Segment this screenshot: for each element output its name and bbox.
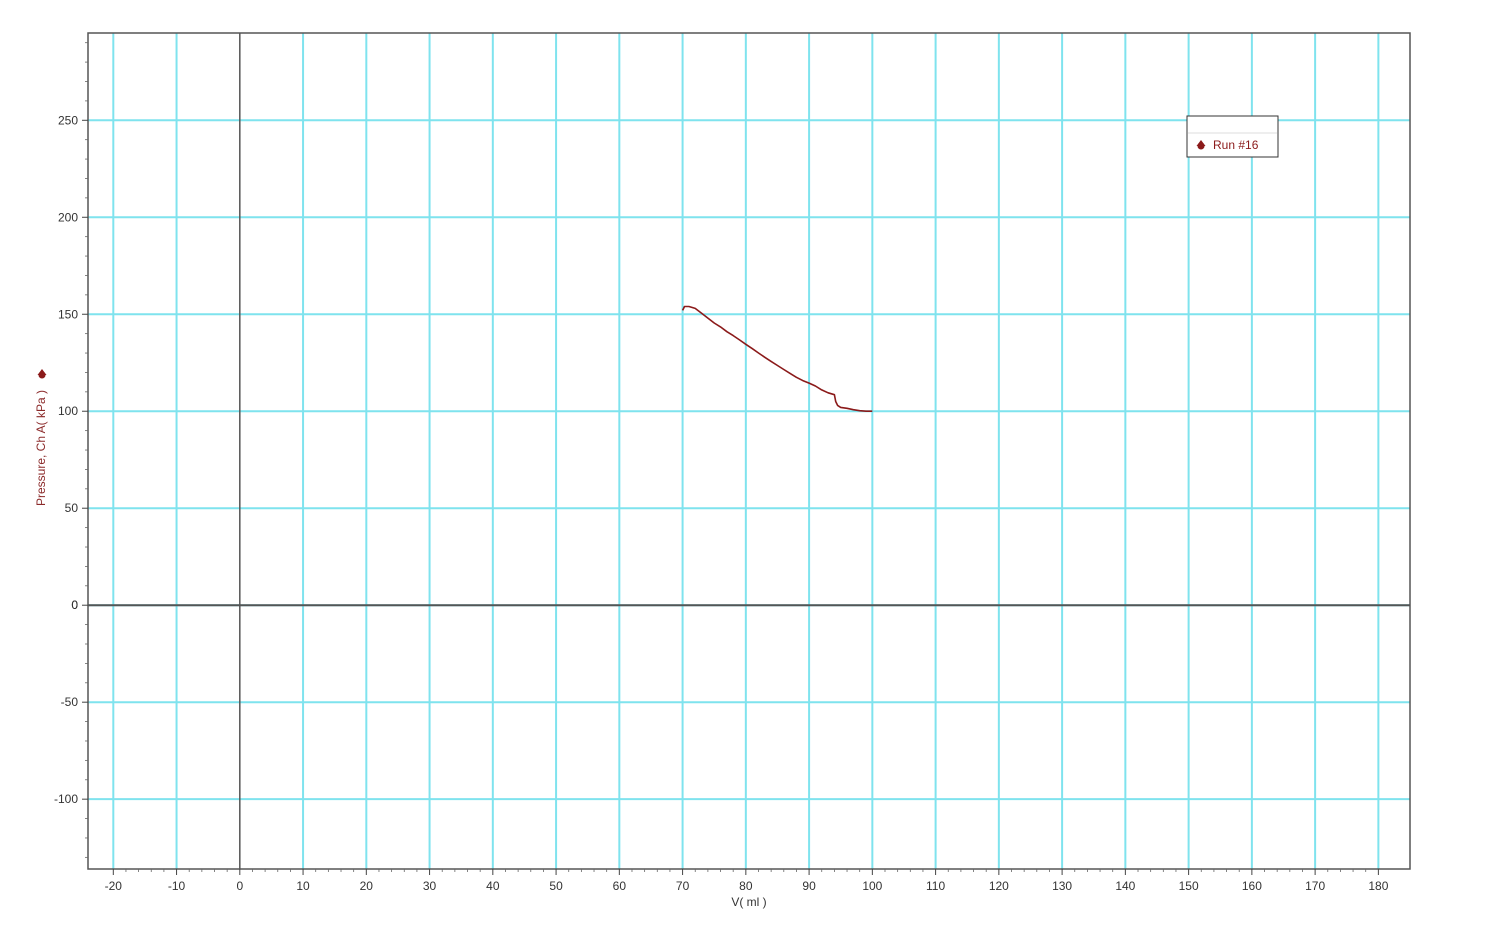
- y-tick-label: 0: [71, 598, 78, 612]
- legend: Run #16: [1186, 115, 1279, 158]
- y-tick-label: 250: [58, 113, 78, 127]
- plot-frame: [87, 32, 1411, 870]
- x-tick-label: 170: [1305, 879, 1325, 893]
- x-tick-label: 110: [926, 879, 945, 893]
- x-tick-label: 160: [1242, 879, 1262, 893]
- x-tick-label: 180: [1368, 879, 1388, 893]
- legend-box: [1186, 115, 1279, 158]
- y-tick-label: 0: [71, 598, 78, 612]
- grid: [88, 33, 1410, 869]
- x-tick-label: 150: [1179, 879, 1199, 893]
- x-tick-label: 100: [862, 879, 882, 893]
- x-tick-label: 130: [1052, 879, 1072, 893]
- series-line-run-16: [681, 305, 873, 413]
- legend-label: Run #16: [1213, 138, 1259, 152]
- y-tick-label: -100: [54, 792, 78, 806]
- x-tick-label: 80: [739, 879, 753, 893]
- x-tick-label: -20: [105, 879, 123, 893]
- x-tick-label: 20: [360, 879, 374, 893]
- zero-lines: [88, 33, 1410, 869]
- x-tick-label: 0: [236, 879, 243, 893]
- x-tick-marks: [112, 869, 1379, 875]
- y-axis-title: Pressure, Ch A( kPa ): [34, 390, 48, 506]
- y-axis-marker-icon: [37, 369, 47, 379]
- y-tick-marks: [82, 42, 88, 858]
- y-tick-label: -50: [61, 695, 79, 709]
- x-tick-label: 60: [613, 879, 627, 893]
- y-tick-label: 150: [58, 307, 78, 321]
- legend-marker-icon: [1196, 140, 1206, 150]
- x-tick-label: 70: [676, 879, 690, 893]
- y-tick-label: 50: [65, 501, 79, 515]
- y-tick-label: 200: [58, 210, 78, 224]
- x-tick-label: 10: [296, 879, 310, 893]
- x-tick-labels: -20 -10 0 10 20 30 40 50 60 70 80 90 100 110 120 130 140…: [105, 879, 1389, 893]
- x-tick-label: 50: [549, 879, 563, 893]
- x-tick-label: 90: [802, 879, 816, 893]
- y-tick-label: 100: [58, 404, 78, 418]
- x-tick-label: -10: [168, 879, 186, 893]
- series-group: [681, 305, 873, 413]
- x-tick-label: 140: [1115, 879, 1135, 893]
- y-axis-title-group: Pressure, Ch A( kPa ): [34, 390, 48, 506]
- x-axis-title: V( ml ): [731, 895, 766, 909]
- x-tick-label: 30: [423, 879, 437, 893]
- x-tick-label: 40: [486, 879, 500, 893]
- x-tick-label: 120: [989, 879, 1009, 893]
